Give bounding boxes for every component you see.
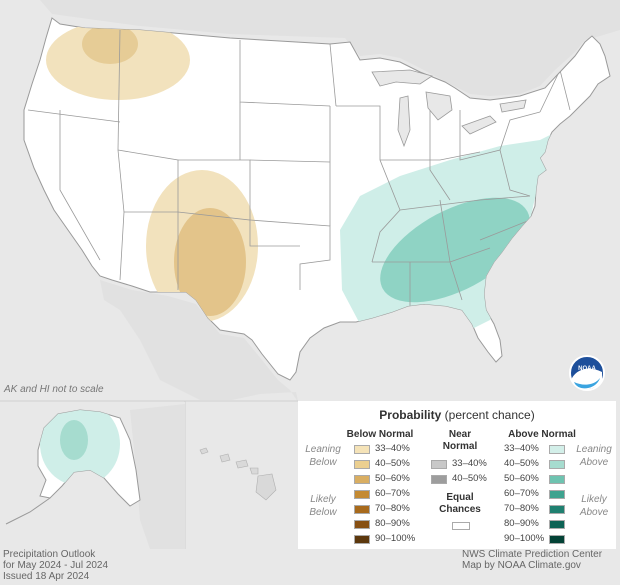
legend-panel: Probability (percent chance) Below Norma… <box>298 401 616 549</box>
legend-title-rest: (percent chance) <box>444 408 535 422</box>
footer-right: NWS Climate Prediction Center Map by NOA… <box>462 549 602 571</box>
above-normal-swatch-6 <box>549 520 565 529</box>
footer-valid-period: for May 2024 - Jul 2024 <box>3 560 109 571</box>
above-normal-range-label-4: 60–70% <box>504 488 539 499</box>
footer-left: Precipitation Outlook for May 2024 - Jul… <box>3 549 108 582</box>
below-normal-range-label-3: 50–60% <box>375 473 410 484</box>
hawaii-inset <box>199 447 277 501</box>
above-normal-swatch-1 <box>549 445 565 454</box>
above-normal-range-label-2: 40–50% <box>504 458 539 469</box>
above-normal-range-label-6: 80–90% <box>504 518 539 529</box>
equal-chances-header: Equal Chances <box>439 492 481 515</box>
below-normal-swatch-7 <box>354 535 370 544</box>
near-normal-range-label-1: 33–40% <box>452 458 487 469</box>
above-normal-swatch-2 <box>549 460 565 469</box>
likely-below-label: Likely Below <box>309 494 337 518</box>
footer-source: NWS Climate Prediction Center <box>462 549 603 560</box>
below-normal-range-label-2: 40–50% <box>375 458 410 469</box>
leaning-below-label: Leaning Below <box>305 444 341 468</box>
below-normal-swatch-3 <box>354 475 370 484</box>
near-normal-swatch-1 <box>431 460 447 469</box>
footer-product: Precipitation Outlook <box>3 549 96 560</box>
legend-title-bold: Probability <box>379 408 442 422</box>
equal-chances-swatch <box>452 522 470 530</box>
below-normal-range-label-1: 33–40% <box>375 443 410 454</box>
scale-note: AK and HI not to scale <box>4 384 104 395</box>
below-normal-swatch-1 <box>354 445 370 454</box>
below-normal-range-label-5: 70–80% <box>375 503 410 514</box>
leaning-above-label: Leaning Above <box>576 444 612 468</box>
below-normal-swatch-6 <box>354 520 370 529</box>
above-normal-region-southeast-core <box>380 197 530 303</box>
legend-title: Probability (percent chance) <box>298 408 616 422</box>
above-normal-range-label-3: 50–60% <box>504 473 539 484</box>
mexico-landmass <box>100 280 330 420</box>
above-normal-swatch-4 <box>549 490 565 499</box>
below-normal-header: Below Normal <box>346 429 414 440</box>
near-normal-header: Near Normal <box>442 429 478 452</box>
below-normal-range-label-6: 80–90% <box>375 518 410 529</box>
likely-above-label: Likely Above <box>579 494 609 518</box>
above-normal-range-label-5: 70–80% <box>504 503 539 514</box>
below-normal-swatch-5 <box>354 505 370 514</box>
above-normal-header: Above Normal <box>508 429 576 440</box>
near-normal-range-label-2: 40–50% <box>452 473 487 484</box>
above-normal-range-label-7: 90–100% <box>504 533 545 544</box>
canada-landmass <box>0 0 620 96</box>
footer-issued-date: Issued 18 Apr 2024 <box>3 571 90 582</box>
conus <box>23 17 611 381</box>
great-lakes <box>371 69 527 148</box>
state-boundaries <box>27 29 571 310</box>
above-normal-swatch-7 <box>549 535 565 544</box>
alaska-inset <box>0 402 185 549</box>
below-normal-range-label-4: 60–70% <box>375 488 410 499</box>
below-normal-swatch-2 <box>354 460 370 469</box>
svg-text:NOAA: NOAA <box>578 366 596 372</box>
above-normal-swatch-3 <box>549 475 565 484</box>
near-normal-swatch-2 <box>431 475 447 484</box>
below-normal-region-southwest-core <box>174 208 246 316</box>
footer-credit: Map by NOAA Climate.gov <box>462 560 581 571</box>
below-normal-swatch-4 <box>354 490 370 499</box>
above-normal-swatch-5 <box>549 505 565 514</box>
below-normal-region-northwest-core <box>82 24 138 64</box>
noaa-logo: NOAA <box>569 355 605 391</box>
below-normal-range-label-7: 90–100% <box>375 533 416 544</box>
above-normal-range-label-1: 33–40% <box>504 443 539 454</box>
